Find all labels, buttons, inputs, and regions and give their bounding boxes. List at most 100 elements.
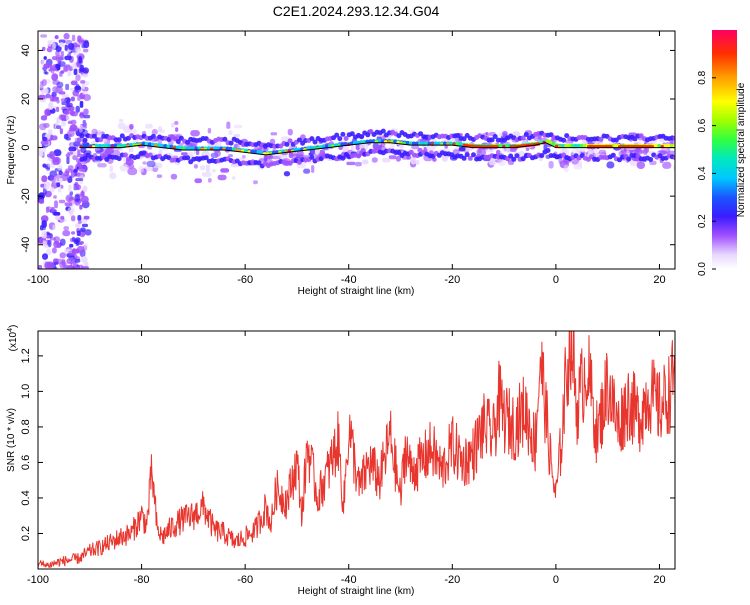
spectrogram-cell [46,47,53,53]
spectrogram-cell [334,132,340,138]
spectrogram-cell [485,132,489,136]
spectrogram-cell [70,96,75,102]
spectrogram-cell [289,151,298,157]
spectrogram-cell [50,174,56,183]
spectrogram-cell [44,244,49,248]
spectrogram-cell [562,146,567,154]
spectrogram-cell [68,146,77,152]
spectrogram-cell [340,131,346,137]
colorbar-tick-label: 0.8 [697,70,708,84]
spectrogram-cell [371,139,376,144]
snr-y-tick-label: 1.2 [20,348,32,363]
spectrogram-cell [71,63,77,70]
spectrogram-cell [606,161,615,169]
spectrogram-cell [666,143,671,148]
spectrogram-cell [507,160,515,165]
spectrogram-cell [554,144,559,148]
spectrogram-cell [91,133,97,139]
spectrogram-cell [228,146,233,151]
spectrogram-cell [573,143,578,148]
spectrogram-cell [178,135,184,141]
spectrogram-cell [119,133,125,139]
spectrogram-cell [166,144,171,149]
spectrogram-cell [662,161,672,169]
spectrogram-y-ticks: -40 -20 0 20 40 [20,44,675,253]
spectrogram-cell [52,43,56,50]
spectrogram-cell [83,108,89,115]
spectrogram-cell [548,160,554,169]
spectrogram-cell [79,124,83,133]
spectrogram-cell [467,155,473,161]
spectrogram-cell [59,238,66,246]
spectrogram-cell [663,143,668,148]
spectrogram-cell [60,51,64,58]
spectrogram-cell [669,143,674,148]
spectrogram-cell [77,215,82,221]
spectrogram-cell [44,261,52,269]
spectrogram-cell [82,72,89,78]
spectrogram-cell [673,164,675,172]
spectrogram-cell [461,136,467,142]
spectrogram-cell [62,259,66,267]
snr-y-ticks: 0.2 0.4 0.6 0.8 1.0 1.2 [20,348,675,541]
spectrogram-cell [80,146,87,154]
spectrogram-cell [157,143,162,148]
spectrogram-cell [144,141,149,146]
spectrogram-cell [545,139,550,144]
spectrogram-cell [44,181,50,190]
snr-x-tick-label: 20 [653,574,665,586]
spectrogram-cell [253,149,258,154]
spectrogram-cell [79,100,84,108]
spectrogram-cell [502,130,508,137]
spectrogram-cell [228,154,233,158]
spectrogram-x-tick-label: -40 [341,274,357,286]
spectrogram-cell [82,137,88,143]
spectrogram-cell [82,67,90,74]
spectrogram-cell [548,132,554,138]
spectrogram-cell [185,155,191,161]
spectrogram-cell [129,124,134,130]
colorbar-tick-label: 0.6 [697,118,708,132]
spectrogram-cell [73,172,81,177]
spectrogram-cell [458,142,463,147]
spectrogram-cell [395,156,401,162]
spectrogram-cell [489,137,495,143]
spectrogram-cell [636,161,646,170]
spectrogram-cell [67,69,72,77]
spectrogram-cell [51,73,59,82]
colorbar-tick-label: 0.4 [697,166,708,180]
snr-series-line [38,331,675,569]
spectrogram-cell [79,180,84,184]
spectrogram-cell [59,128,63,135]
spectrogram-cell [576,143,581,148]
spectrogram-cell [51,207,55,214]
spectrogram-cell [672,155,675,161]
spectrogram-cell [41,231,47,239]
spectrogram-cell [523,132,529,137]
spectrogram-cell [56,125,62,129]
spectrogram-cell [303,168,311,174]
spectrogram-cell [82,185,88,193]
spectrogram-cell [49,151,55,159]
spectrogram-cell [65,116,70,121]
spectrogram-cell [158,150,163,155]
spectrogram-cell [232,176,236,180]
spectrogram-cell [80,241,84,245]
spectrogram-cell [178,145,183,150]
spectrogram-cell [191,146,196,151]
spectrogram-cell [56,106,60,113]
spectrogram-cell [498,143,503,148]
spectrogram-cell [672,143,675,148]
spectrogram-cell [561,137,567,143]
spectrogram-cell [74,85,82,93]
figure-title: C2E1.2024.293.12.34.G04 [273,3,440,19]
spectrogram-cell [63,33,70,40]
spectrogram-x-tick-label: -100 [27,274,49,286]
spectrogram-cell [97,163,107,168]
spectrogram-cell [318,156,324,162]
spectrogram-cell [45,93,51,99]
spectrogram-cell [561,143,566,148]
spectrogram-cell [63,133,69,140]
spectrogram-cell [43,70,48,75]
spectrogram-cell [514,153,520,159]
